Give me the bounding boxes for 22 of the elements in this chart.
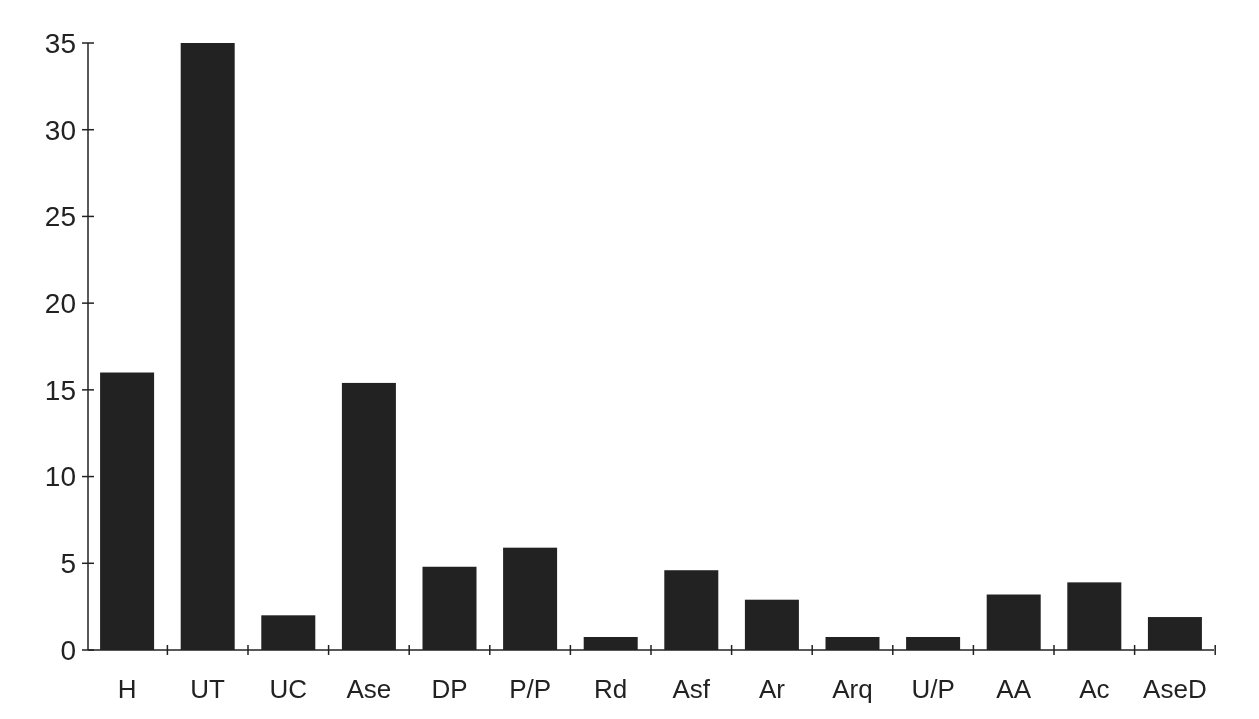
y-tick-label: 35: [44, 27, 76, 59]
x-tick-label: UT: [190, 674, 226, 704]
x-tick-label: Ac: [1079, 674, 1110, 704]
x-tick-label: U/P: [911, 674, 955, 704]
y-tick-label: 5: [60, 548, 76, 580]
x-tick-label: Rd: [594, 674, 628, 704]
y-tick-label: 30: [44, 114, 76, 146]
x-tick-label: P/P: [509, 674, 552, 704]
y-tick-label: 0: [60, 634, 76, 666]
y-tick-label: 10: [44, 461, 76, 493]
x-tick-label: Ar: [758, 674, 786, 704]
x-tick-label: AA: [996, 674, 1032, 704]
x-tick-label: Asf: [672, 674, 711, 704]
y-tick-label: 15: [44, 374, 76, 406]
x-tick-label: DP: [431, 674, 468, 704]
x-tick-label: H: [117, 674, 137, 704]
y-tick-label: 20: [44, 287, 76, 319]
x-tick-label: UC: [269, 674, 308, 704]
x-tick-label: Ase: [346, 674, 392, 704]
x-tick-label: AseD: [1143, 674, 1207, 704]
x-tick-label: Arq: [832, 674, 873, 704]
y-tick-label: 25: [44, 201, 76, 233]
